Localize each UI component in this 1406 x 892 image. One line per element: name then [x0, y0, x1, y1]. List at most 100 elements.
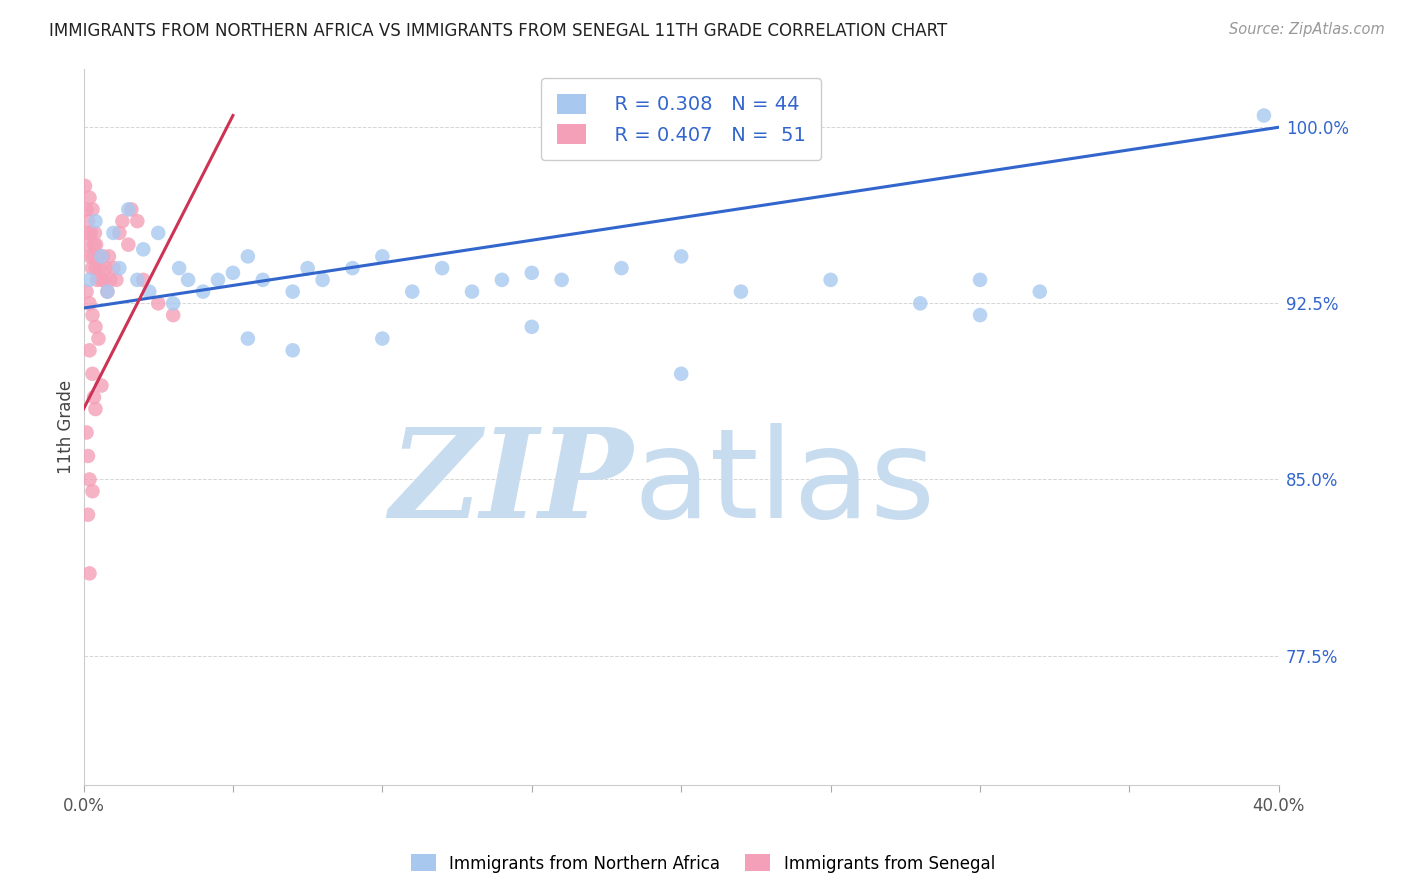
Text: IMMIGRANTS FROM NORTHERN AFRICA VS IMMIGRANTS FROM SENEGAL 11TH GRADE CORRELATIO: IMMIGRANTS FROM NORTHERN AFRICA VS IMMIG…: [49, 22, 948, 40]
Point: [84, 402, 107, 417]
Point: [80, 226, 103, 240]
Point: [77, 214, 100, 228]
Point: [96, 285, 118, 299]
Point: [103, 261, 125, 276]
Legend: Immigrants from Northern Africa, Immigrants from Senegal: Immigrants from Northern Africa, Immigra…: [405, 847, 1001, 880]
Text: atlas: atlas: [633, 424, 935, 544]
Point: [79, 473, 101, 487]
Point: [148, 296, 170, 310]
Point: [127, 214, 149, 228]
Point: [1253, 108, 1275, 122]
Point: [167, 261, 190, 276]
Point: [100, 273, 122, 287]
Point: [207, 273, 229, 287]
Text: Source: ZipAtlas.com: Source: ZipAtlas.com: [1229, 22, 1385, 37]
Point: [90, 378, 112, 392]
Point: [461, 285, 484, 299]
Point: [820, 273, 842, 287]
Point: [108, 226, 131, 240]
Point: [520, 266, 543, 280]
Text: ZIP: ZIP: [389, 423, 633, 545]
Point: [730, 285, 752, 299]
Point: [311, 273, 333, 287]
Point: [77, 508, 100, 522]
Point: [97, 249, 120, 263]
Point: [669, 367, 692, 381]
Point: [610, 261, 633, 276]
Point: [77, 449, 100, 463]
Point: [87, 249, 110, 263]
Point: [76, 285, 98, 299]
Point: [90, 273, 112, 287]
Point: [73, 178, 96, 193]
Point: [82, 367, 104, 381]
Point: [1029, 285, 1052, 299]
Point: [103, 226, 125, 240]
Point: [79, 249, 101, 263]
Y-axis label: 11th Grade: 11th Grade: [58, 380, 75, 474]
Point: [281, 285, 304, 299]
Point: [79, 191, 101, 205]
Legend:   R = 0.308   N = 44,   R = 0.407   N =  51: R = 0.308 N = 44, R = 0.407 N = 51: [541, 78, 821, 161]
Point: [148, 226, 170, 240]
Point: [491, 273, 513, 287]
Point: [191, 285, 214, 299]
Point: [550, 273, 572, 287]
Point: [371, 332, 394, 346]
Point: [84, 237, 107, 252]
Point: [236, 332, 259, 346]
Point: [222, 266, 245, 280]
Point: [430, 261, 453, 276]
Point: [91, 249, 114, 263]
Point: [138, 285, 160, 299]
Point: [76, 237, 98, 252]
Point: [669, 249, 692, 263]
Point: [297, 261, 319, 276]
Point: [371, 249, 394, 263]
Point: [82, 202, 104, 217]
Point: [90, 249, 112, 263]
Point: [86, 273, 108, 287]
Point: [117, 237, 139, 252]
Point: [132, 273, 155, 287]
Point: [83, 390, 105, 404]
Point: [77, 226, 100, 240]
Point: [177, 273, 200, 287]
Point: [94, 261, 117, 276]
Point: [120, 202, 142, 217]
Point: [79, 273, 101, 287]
Point: [89, 261, 111, 276]
Point: [401, 285, 423, 299]
Point: [132, 243, 155, 257]
Point: [79, 343, 101, 358]
Point: [76, 202, 98, 217]
Point: [520, 319, 543, 334]
Point: [127, 273, 149, 287]
Point: [83, 226, 105, 240]
Point: [82, 249, 104, 263]
Point: [80, 261, 103, 276]
Point: [83, 237, 105, 252]
Point: [108, 261, 131, 276]
Point: [105, 273, 128, 287]
Point: [910, 296, 932, 310]
Point: [162, 308, 184, 322]
Point: [252, 273, 274, 287]
Point: [87, 332, 110, 346]
Point: [82, 308, 104, 322]
Point: [117, 202, 139, 217]
Point: [236, 249, 259, 263]
Point: [162, 296, 184, 310]
Point: [969, 308, 991, 322]
Point: [79, 296, 101, 310]
Point: [342, 261, 364, 276]
Point: [84, 261, 107, 276]
Point: [79, 566, 101, 581]
Point: [111, 214, 134, 228]
Point: [96, 285, 118, 299]
Point: [281, 343, 304, 358]
Point: [969, 273, 991, 287]
Point: [76, 425, 98, 440]
Point: [84, 214, 107, 228]
Point: [93, 273, 115, 287]
